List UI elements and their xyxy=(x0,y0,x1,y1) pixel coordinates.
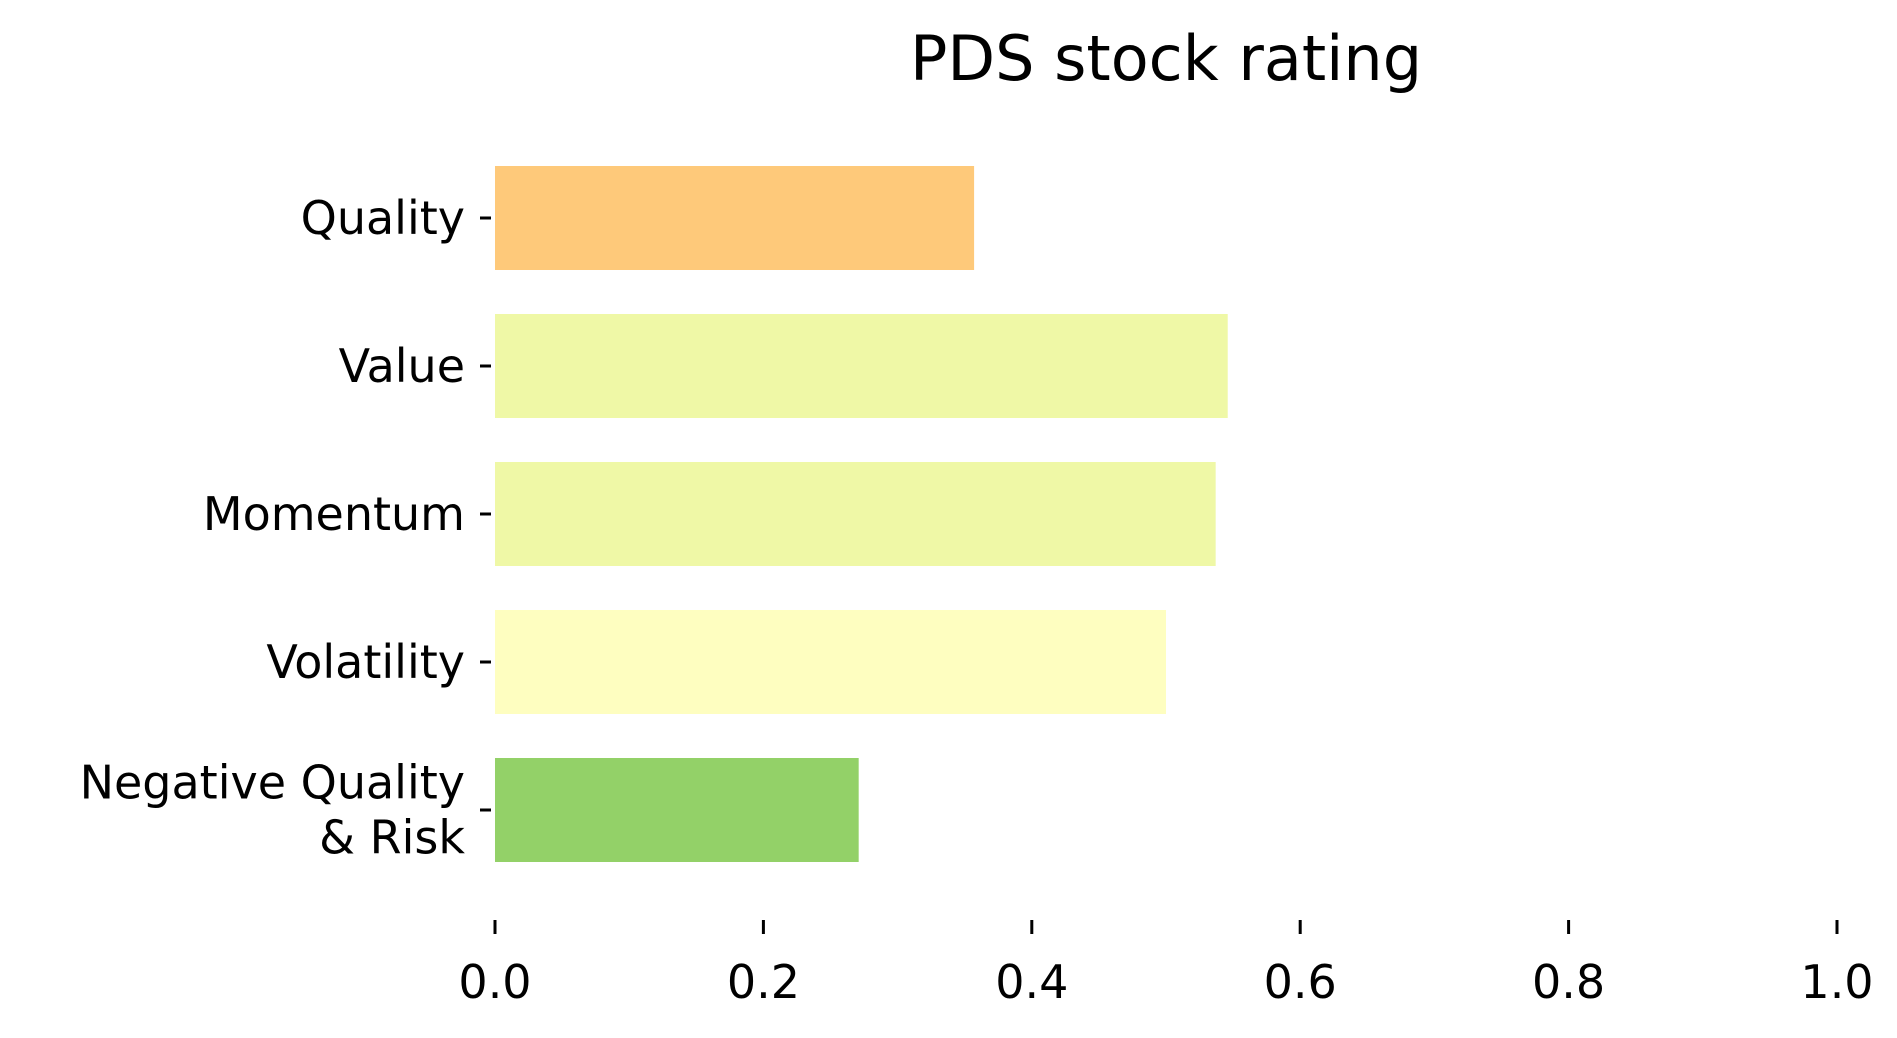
y-axis: Quality Value Momentum Volatility Negative Q… xyxy=(80,191,491,865)
bar-4 xyxy=(495,758,859,862)
y-tick-label-3: Volatility xyxy=(266,635,465,689)
chart-title: PDS stock rating xyxy=(910,22,1422,95)
bar-3 xyxy=(495,610,1166,714)
x-tick-label-3: 0.6 xyxy=(1264,955,1337,1009)
bar-1 xyxy=(495,314,1228,418)
y-tick-label-2: Momentum xyxy=(203,487,465,541)
y-tick-label-4: Negative Quality & Risk xyxy=(80,756,466,865)
x-tick-label-1: 0.2 xyxy=(727,955,800,1009)
y-tick-label-1: Value xyxy=(339,339,465,393)
x-tick-label-4: 0.8 xyxy=(1532,955,1605,1009)
x-tick-label-5: 1.0 xyxy=(1800,955,1873,1009)
x-axis: 0.0 0.2 0.4 0.6 0.8 1.0 xyxy=(458,920,1874,1009)
bar-0 xyxy=(495,166,975,270)
bar-2 xyxy=(495,462,1216,566)
x-tick-label-0: 0.0 xyxy=(458,955,531,1009)
x-tick-label-2: 0.4 xyxy=(995,955,1068,1009)
y-tick-label-0: Quality xyxy=(301,191,465,245)
bars-group xyxy=(495,166,1228,862)
